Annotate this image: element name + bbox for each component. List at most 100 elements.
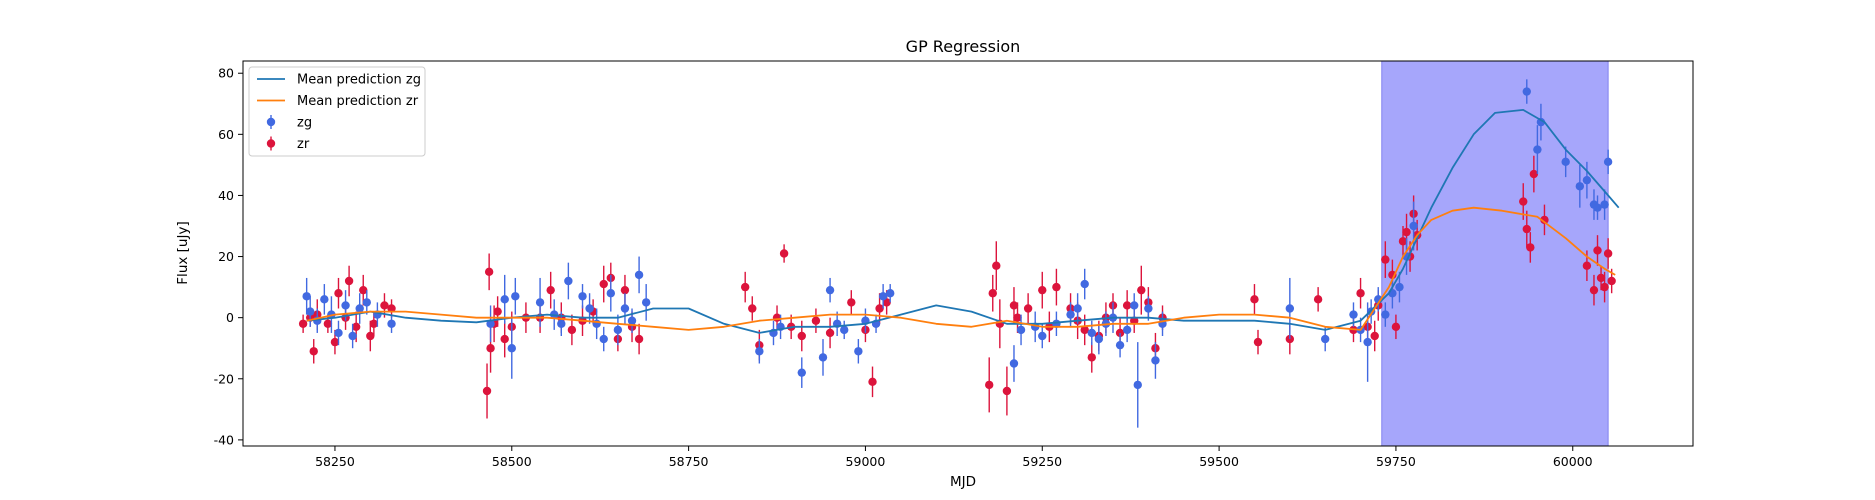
zr-data-point	[1519, 197, 1528, 206]
zr-data-point	[482, 386, 492, 396]
zg-data-point	[1066, 310, 1075, 319]
zg-data-point	[387, 319, 396, 328]
zr-data-point	[1122, 301, 1132, 310]
legend-swatch-zr	[266, 139, 276, 148]
zg-data-point	[1016, 325, 1026, 335]
zr-data-point	[1603, 249, 1613, 258]
zr-data-point	[875, 304, 884, 313]
chart-title: GP Regression	[906, 37, 1021, 56]
zr-data-point	[1596, 273, 1606, 283]
zr-data-point	[599, 279, 608, 289]
zg-data-point	[535, 298, 545, 307]
zr-data-point	[486, 344, 495, 353]
zg-data-point	[1600, 200, 1609, 209]
zr-data-point	[1398, 237, 1408, 246]
legend-label-mean-prediction-zr: Mean prediction zr	[297, 94, 419, 109]
zg-data-point	[1575, 182, 1585, 191]
zg-data-point	[1320, 334, 1330, 344]
x-tick-label: 58250	[315, 454, 355, 469]
zg-data-point	[885, 289, 895, 298]
zr-data-point	[1023, 304, 1033, 313]
zr-data-point	[366, 331, 375, 341]
zr-data-point	[1607, 276, 1616, 286]
zg-data-point	[362, 298, 371, 307]
zr-data-point	[1009, 301, 1019, 310]
zr-data-point	[1087, 353, 1096, 362]
y-tick-label: 40	[218, 188, 234, 203]
legend-label-zr: zr	[297, 137, 310, 152]
zr-data-point	[351, 322, 361, 332]
zg-data-point	[1080, 279, 1089, 289]
mean-prediction-lines	[306, 109, 1620, 334]
zg-data-point	[1038, 331, 1047, 341]
zr-data-point	[309, 347, 318, 356]
mean-prediction-zg-line	[306, 109, 1620, 334]
zg-data-point	[564, 276, 573, 286]
zr-data-point	[334, 289, 343, 298]
zg-data-point	[1603, 157, 1613, 167]
highlighted-time-window	[1381, 60, 1609, 447]
zr-data-point	[1381, 255, 1390, 264]
zg-data-point	[1009, 359, 1019, 368]
zr-data-point	[1402, 227, 1411, 237]
zr-data-point	[380, 301, 389, 310]
axes-frame	[242, 60, 1694, 447]
zg-data-point	[840, 325, 849, 335]
zr-data-point	[1391, 322, 1401, 332]
zr-data-point	[1593, 246, 1602, 255]
x-tick-label: 59500	[1199, 454, 1239, 469]
zr-data-point	[387, 304, 396, 313]
zr-data-point	[825, 328, 835, 338]
zr-data-point	[567, 325, 577, 335]
y-tick-label: 60	[218, 127, 234, 142]
zr-data-point	[992, 261, 1001, 270]
legend-label-zg: zg	[297, 116, 312, 131]
y-tick-label: 80	[218, 66, 234, 81]
zr-data-point	[1540, 215, 1549, 225]
zg-data-point	[1561, 157, 1570, 167]
y-tick-label: 0	[226, 310, 234, 325]
zg-data-point	[1395, 282, 1404, 292]
legend-box	[248, 66, 426, 157]
x-tick-label: 59750	[1376, 454, 1416, 469]
zr-data-point	[811, 316, 821, 325]
zr-data-point	[1529, 169, 1539, 179]
zg-data-point	[557, 319, 566, 328]
zr-data-point	[868, 377, 877, 387]
zr-data-point	[1253, 337, 1263, 347]
zg-data-point	[1349, 310, 1358, 319]
zr-data-point	[369, 319, 379, 328]
zr-data-point	[1038, 285, 1047, 295]
zg-data-point	[1087, 328, 1096, 338]
zr-data-point	[985, 380, 994, 390]
x-tick-label: 59000	[846, 454, 886, 469]
zr-data-point	[1013, 313, 1022, 322]
zg-data-point	[348, 331, 357, 341]
zg-data-point	[1522, 87, 1531, 96]
zg-data-point	[305, 307, 315, 316]
zg-data-point	[500, 295, 509, 304]
zr-data-point	[847, 298, 856, 307]
zg-data-point	[1381, 310, 1390, 319]
zg-data-point	[1285, 304, 1295, 313]
zg-data-point	[1122, 325, 1132, 335]
zr-data-point	[500, 334, 509, 344]
zr-data-point	[748, 304, 757, 313]
zg-data-point	[1409, 221, 1418, 231]
zr-data-point	[1002, 386, 1012, 396]
zg-data-point	[1073, 304, 1082, 313]
zr-data-point	[323, 319, 333, 328]
zg-data-point	[599, 334, 608, 344]
zr-data-point	[298, 319, 308, 328]
zr-data-point	[1522, 224, 1531, 234]
mean-prediction-zr-line	[306, 206, 1616, 331]
zr-data-point	[1130, 316, 1139, 325]
zr-data-point	[1600, 282, 1609, 292]
zg-data-point	[1133, 380, 1142, 390]
zg-data-point	[797, 368, 806, 377]
zg-data-point	[755, 347, 764, 356]
zr-data-point	[484, 267, 494, 277]
zg-data-point	[613, 325, 623, 335]
zr-data-point	[1370, 331, 1379, 341]
zg-data-point	[341, 301, 350, 310]
